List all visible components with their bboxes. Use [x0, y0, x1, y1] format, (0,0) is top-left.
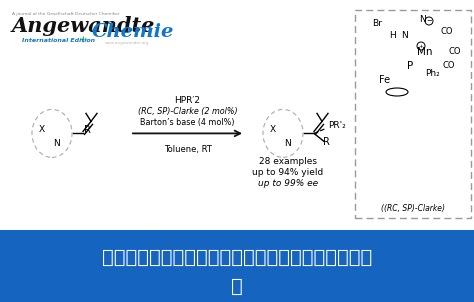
Text: CO: CO: [441, 27, 453, 37]
Text: PR'₂: PR'₂: [328, 121, 346, 130]
Text: CO: CO: [449, 47, 461, 56]
Text: R: R: [83, 125, 91, 135]
Text: ✢: ✢: [80, 34, 86, 43]
Text: N: N: [401, 31, 409, 40]
Text: ((RC, SP)-Clarke): ((RC, SP)-Clarke): [381, 204, 445, 213]
Text: HPR′2: HPR′2: [174, 96, 201, 105]
Text: Fe: Fe: [380, 75, 391, 85]
Text: 末端烯基氮杂芳烃参与的对映选择性氢膚化反应方法: 末端烯基氮杂芳烃参与的对映选择性氢膚化反应方法: [102, 248, 372, 267]
Text: Mn: Mn: [417, 47, 433, 57]
Text: Toluene, RT: Toluene, RT: [164, 145, 211, 154]
Text: P: P: [407, 61, 413, 71]
Text: Chemie: Chemie: [92, 23, 174, 41]
Text: Br: Br: [372, 20, 382, 28]
Text: 28 examples: 28 examples: [259, 157, 317, 166]
Bar: [0, 0, 474, 230]
Text: up to 94% yield: up to 94% yield: [252, 168, 324, 177]
FancyBboxPatch shape: [355, 10, 471, 218]
Text: Ph₂: Ph₂: [426, 69, 440, 79]
Text: Barton’s base (4 mol%): Barton’s base (4 mol%): [140, 118, 235, 127]
Text: www.angewandte.org: www.angewandte.org: [105, 41, 149, 45]
Text: (RC, SP)-Clarke (2 mol%): (RC, SP)-Clarke (2 mol%): [137, 107, 237, 116]
Text: −: −: [426, 18, 432, 24]
Text: +: +: [419, 43, 423, 49]
Text: N: N: [284, 139, 292, 148]
Text: X: X: [39, 125, 45, 134]
Text: X: X: [270, 125, 276, 134]
Text: International Edition: International Edition: [22, 37, 95, 43]
Text: N: N: [419, 15, 427, 24]
Text: up to 99% ee: up to 99% ee: [258, 179, 318, 188]
Text: H: H: [390, 31, 396, 40]
Text: R: R: [323, 137, 329, 147]
Text: N: N: [54, 139, 60, 148]
Text: 学: 学: [231, 277, 243, 296]
Text: CO: CO: [443, 62, 455, 70]
Bar: [0, 230, 474, 302]
Text: Angewandte: Angewandte: [12, 16, 155, 36]
Text: A journal of the Gesellschaft Deutscher Chemiker: A journal of the Gesellschaft Deutscher …: [12, 12, 119, 16]
